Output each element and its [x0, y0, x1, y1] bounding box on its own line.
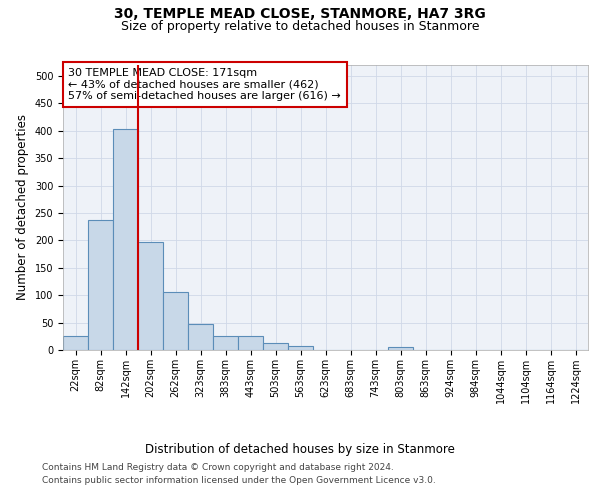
Y-axis label: Number of detached properties: Number of detached properties — [16, 114, 29, 300]
Bar — [288, 346, 313, 350]
Text: Contains public sector information licensed under the Open Government Licence v3: Contains public sector information licen… — [42, 476, 436, 485]
Bar — [263, 343, 288, 350]
Bar — [138, 242, 163, 350]
Text: 30 TEMPLE MEAD CLOSE: 171sqm
← 43% of detached houses are smaller (462)
57% of s: 30 TEMPLE MEAD CLOSE: 171sqm ← 43% of de… — [68, 68, 341, 101]
Bar — [163, 292, 188, 350]
Bar — [213, 336, 238, 350]
Text: Contains HM Land Registry data © Crown copyright and database right 2024.: Contains HM Land Registry data © Crown c… — [42, 464, 394, 472]
Bar — [188, 324, 213, 350]
Bar — [113, 129, 138, 350]
Bar — [88, 220, 113, 350]
Bar — [388, 348, 413, 350]
Text: Size of property relative to detached houses in Stanmore: Size of property relative to detached ho… — [121, 20, 479, 33]
Text: Distribution of detached houses by size in Stanmore: Distribution of detached houses by size … — [145, 442, 455, 456]
Text: 30, TEMPLE MEAD CLOSE, STANMORE, HA7 3RG: 30, TEMPLE MEAD CLOSE, STANMORE, HA7 3RG — [114, 8, 486, 22]
Bar — [238, 336, 263, 350]
Bar — [63, 336, 88, 350]
